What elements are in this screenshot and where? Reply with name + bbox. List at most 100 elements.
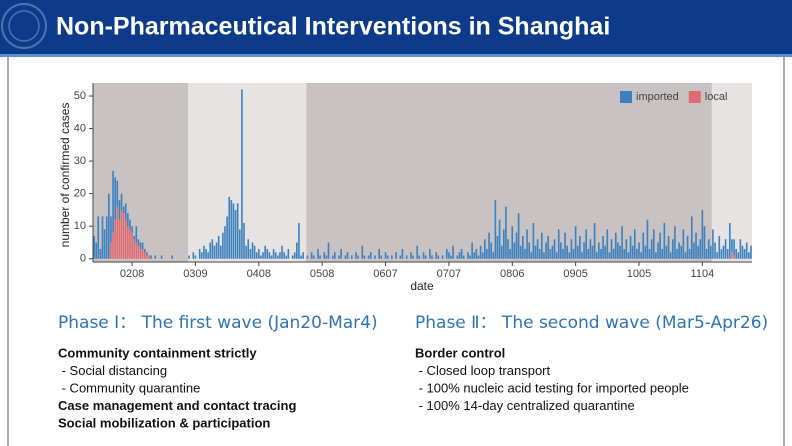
bar	[731, 252, 733, 259]
bar	[720, 248, 723, 259]
bar	[93, 235, 95, 259]
bar	[110, 242, 112, 259]
x-tick-label: 1005	[627, 268, 651, 280]
bar	[437, 255, 440, 259]
bar	[120, 209, 123, 259]
bar	[137, 245, 140, 259]
bar	[644, 245, 647, 259]
legend-swatch	[620, 91, 632, 103]
bar	[133, 235, 135, 240]
bar	[103, 229, 106, 259]
bar	[602, 235, 604, 259]
bar	[572, 248, 575, 259]
bar	[604, 245, 607, 259]
bar	[298, 222, 300, 259]
bar	[399, 255, 402, 259]
bar	[475, 248, 478, 259]
phase-item: - Community quarantine	[58, 380, 200, 395]
bar	[524, 248, 526, 259]
bar	[748, 252, 750, 259]
bar	[302, 252, 304, 259]
bar	[481, 252, 484, 259]
bar	[249, 248, 252, 259]
bar	[547, 235, 549, 259]
y-tick-label: 30	[74, 155, 86, 167]
bar	[488, 232, 490, 259]
bar	[268, 252, 271, 259]
bar	[507, 239, 509, 259]
bar	[127, 213, 129, 227]
bar	[251, 242, 254, 259]
bar	[667, 235, 670, 259]
bar	[141, 242, 144, 249]
logo	[1, 3, 47, 49]
phase-item: - 100% 14-day centralized quarantine	[415, 398, 635, 413]
bar	[133, 239, 135, 259]
bar	[401, 248, 404, 259]
bar	[652, 229, 655, 259]
bar	[245, 245, 247, 259]
bar	[319, 255, 321, 259]
phases: Phase Ⅰ： The first wave (Jan20-Mar4) Comm…	[58, 313, 768, 430]
bar	[623, 248, 626, 259]
bar	[576, 245, 579, 259]
bar	[272, 248, 275, 259]
bar	[120, 193, 123, 210]
bar	[114, 219, 116, 259]
bar	[733, 255, 735, 259]
bar	[726, 248, 729, 259]
phase-heading: Phase Ⅱ： The second wave (Mar5-Apr26)	[415, 313, 768, 333]
bar	[511, 226, 514, 259]
bar	[591, 245, 594, 259]
bar	[737, 252, 740, 259]
bar	[296, 242, 298, 259]
phase-band	[711, 83, 752, 262]
bar	[253, 245, 256, 259]
bar	[479, 245, 482, 259]
bar	[538, 248, 541, 259]
phase-band	[306, 83, 712, 262]
bar	[688, 248, 691, 259]
x-tick-label: 0707	[437, 268, 461, 280]
bar	[636, 248, 638, 259]
bar	[496, 235, 499, 259]
bar	[317, 248, 319, 259]
bar	[452, 245, 454, 259]
bar	[369, 252, 372, 259]
phase-item: Border control	[415, 345, 505, 360]
bar	[418, 255, 421, 259]
bar	[124, 203, 127, 220]
bar	[445, 248, 448, 259]
x-tick-label: 0208	[120, 268, 144, 280]
bar	[203, 245, 205, 259]
bar	[192, 252, 195, 259]
bar	[532, 222, 535, 259]
bar	[338, 255, 340, 259]
bar	[526, 229, 528, 259]
bar	[122, 206, 125, 214]
bar	[99, 248, 102, 259]
bar	[593, 222, 596, 259]
x-tick-label: 0905	[563, 268, 587, 280]
bar	[143, 248, 146, 253]
bar	[743, 248, 746, 259]
bar	[291, 255, 294, 259]
bar	[669, 252, 672, 259]
bar	[230, 200, 233, 259]
bar	[568, 252, 571, 259]
bar	[733, 239, 735, 256]
x-axis-label: date	[410, 279, 434, 293]
header-bar	[0, 0, 792, 54]
bar	[224, 226, 226, 259]
bar	[574, 226, 577, 259]
bar	[241, 89, 243, 259]
bar	[148, 255, 150, 259]
bar	[150, 255, 152, 259]
bar	[503, 229, 505, 259]
bar	[346, 252, 349, 259]
bar	[560, 242, 562, 259]
bar	[114, 177, 116, 220]
bar	[486, 248, 488, 259]
bar	[323, 252, 326, 259]
bar	[260, 255, 262, 259]
